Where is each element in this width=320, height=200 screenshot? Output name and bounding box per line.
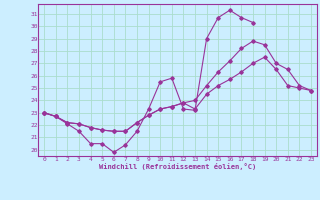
X-axis label: Windchill (Refroidissement éolien,°C): Windchill (Refroidissement éolien,°C) [99,163,256,170]
